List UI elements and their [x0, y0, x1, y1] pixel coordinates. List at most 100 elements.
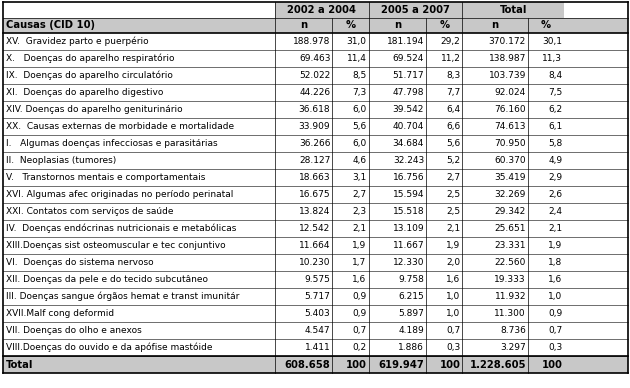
Text: Total: Total	[6, 360, 33, 369]
Text: 12.330: 12.330	[392, 258, 424, 267]
Text: 30,1: 30,1	[542, 37, 562, 46]
Text: %: %	[541, 21, 551, 31]
Text: 2,1: 2,1	[446, 224, 461, 233]
Text: 11,4: 11,4	[346, 54, 367, 63]
Bar	[369, 2, 462, 18]
Text: 74.613: 74.613	[495, 122, 526, 131]
Text: 0,3: 0,3	[548, 343, 562, 352]
Text: 100: 100	[541, 360, 562, 369]
Text: 11,3: 11,3	[542, 54, 562, 63]
Text: 608.658: 608.658	[285, 360, 330, 369]
Text: 1,9: 1,9	[446, 241, 461, 250]
Text: 19.333: 19.333	[495, 275, 526, 284]
Text: Causas (CID 10): Causas (CID 10)	[6, 21, 95, 31]
Text: %: %	[439, 21, 449, 31]
Text: 13.109: 13.109	[392, 224, 424, 233]
Text: 60.370: 60.370	[495, 156, 526, 165]
Text: 3.297: 3.297	[500, 343, 526, 352]
Text: 3,1: 3,1	[352, 173, 367, 182]
Text: 1,9: 1,9	[352, 241, 367, 250]
Text: 22.560: 22.560	[495, 258, 526, 267]
Text: II.  Neoplasias (tumores): II. Neoplasias (tumores)	[6, 156, 117, 165]
Text: 8.736: 8.736	[500, 326, 526, 335]
Text: 69.524: 69.524	[392, 54, 424, 63]
Text: XV.  Gravidez parto e puerpério: XV. Gravidez parto e puerpério	[6, 37, 149, 46]
Text: 2,6: 2,6	[548, 190, 562, 199]
Text: 0,9: 0,9	[352, 309, 367, 318]
Text: 138.987: 138.987	[489, 54, 526, 63]
Text: III. Doenças sangue órgãos hemat e transt imunitár: III. Doenças sangue órgãos hemat e trans…	[6, 292, 239, 301]
Text: 0,9: 0,9	[548, 309, 562, 318]
Text: 28.127: 28.127	[299, 156, 330, 165]
Text: 188.978: 188.978	[293, 37, 330, 46]
Text: 11.667: 11.667	[392, 241, 424, 250]
Text: IX.  Doenças do aparelho circulatório: IX. Doenças do aparelho circulatório	[6, 71, 173, 80]
Text: 2,1: 2,1	[548, 224, 562, 233]
Text: 8,5: 8,5	[352, 71, 367, 80]
Text: 15.594: 15.594	[392, 190, 424, 199]
Text: 5.403: 5.403	[305, 309, 330, 318]
Text: 32.243: 32.243	[393, 156, 424, 165]
Text: 2,0: 2,0	[446, 258, 461, 267]
Text: 76.160: 76.160	[495, 105, 526, 114]
Text: 7,3: 7,3	[352, 88, 367, 97]
Text: 103.739: 103.739	[489, 71, 526, 80]
Text: 1,8: 1,8	[548, 258, 562, 267]
Text: 92.024: 92.024	[495, 88, 526, 97]
Text: 51.717: 51.717	[392, 71, 424, 80]
Text: 11,2: 11,2	[440, 54, 461, 63]
Text: 1,0: 1,0	[446, 309, 461, 318]
Text: 44.226: 44.226	[299, 88, 330, 97]
Text: V.   Transtornos mentais e comportamentais: V. Transtornos mentais e comportamentais	[6, 173, 205, 182]
Text: XIII.Doenças sist osteomuscular e tec conjuntivo: XIII.Doenças sist osteomuscular e tec co…	[6, 241, 226, 250]
Text: 2,7: 2,7	[446, 173, 461, 182]
Text: 370.172: 370.172	[489, 37, 526, 46]
Text: 1.228.605: 1.228.605	[469, 360, 526, 369]
Text: 10.230: 10.230	[299, 258, 330, 267]
Text: 32.269: 32.269	[495, 190, 526, 199]
Text: 5,6: 5,6	[352, 122, 367, 131]
Text: 2005 a 2007: 2005 a 2007	[381, 5, 450, 15]
Text: 15.518: 15.518	[392, 207, 424, 216]
Text: 36.618: 36.618	[299, 105, 330, 114]
Text: 36.266: 36.266	[299, 139, 330, 148]
Text: 52.022: 52.022	[299, 71, 330, 80]
Text: 9.758: 9.758	[398, 275, 424, 284]
Text: XIV. Doenças do aparelho geniturinário: XIV. Doenças do aparelho geniturinário	[6, 105, 183, 114]
Text: 5.717: 5.717	[304, 292, 330, 301]
Text: 1,6: 1,6	[548, 275, 562, 284]
Text: 11.300: 11.300	[495, 309, 526, 318]
Text: 6,0: 6,0	[352, 139, 367, 148]
Text: 12.542: 12.542	[299, 224, 330, 233]
Text: 1,6: 1,6	[446, 275, 461, 284]
Text: 4.547: 4.547	[305, 326, 330, 335]
Bar	[462, 2, 564, 18]
Text: 23.331: 23.331	[495, 241, 526, 250]
Text: 16.756: 16.756	[392, 173, 424, 182]
Text: I.   Algumas doenças infecciosas e parasitárias: I. Algumas doenças infecciosas e parasit…	[6, 139, 217, 148]
Text: 11.664: 11.664	[299, 241, 330, 250]
Text: 0,3: 0,3	[446, 343, 461, 352]
Text: VII. Doenças do olho e anexos: VII. Doenças do olho e anexos	[6, 326, 142, 335]
Text: 4,6: 4,6	[353, 156, 367, 165]
Text: 39.542: 39.542	[392, 105, 424, 114]
Text: 69.463: 69.463	[299, 54, 330, 63]
Text: 0,2: 0,2	[353, 343, 367, 352]
Text: 0,7: 0,7	[352, 326, 367, 335]
Text: VI.  Doenças do sistema nervoso: VI. Doenças do sistema nervoso	[6, 258, 154, 267]
Text: 25.651: 25.651	[495, 224, 526, 233]
Text: 31,0: 31,0	[346, 37, 367, 46]
Text: 1,0: 1,0	[446, 292, 461, 301]
Text: 5.897: 5.897	[398, 309, 424, 318]
Text: 6,6: 6,6	[446, 122, 461, 131]
Text: IV.  Doenças endócrinas nutricionais e metabólicas: IV. Doenças endócrinas nutricionais e me…	[6, 224, 236, 233]
Bar	[3, 18, 628, 33]
Text: n: n	[394, 21, 401, 31]
Text: 34.684: 34.684	[392, 139, 424, 148]
Text: 619.947: 619.947	[379, 360, 424, 369]
Text: 11.932: 11.932	[495, 292, 526, 301]
Text: 35.419: 35.419	[495, 173, 526, 182]
Text: X.   Doenças do aparelho respiratório: X. Doenças do aparelho respiratório	[6, 54, 175, 63]
Text: 13.824: 13.824	[299, 207, 330, 216]
Text: 7,7: 7,7	[446, 88, 461, 97]
